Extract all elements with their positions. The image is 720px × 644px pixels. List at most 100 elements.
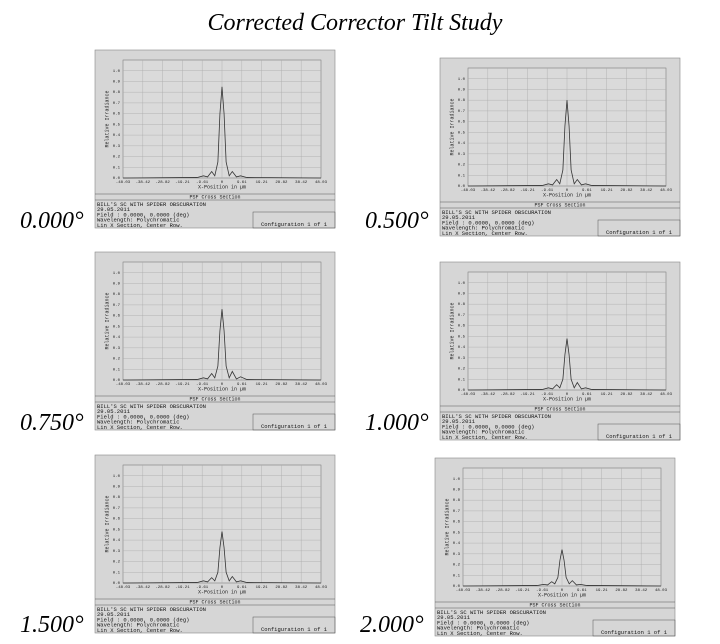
y-tick-label: 0.2 (453, 564, 461, 568)
x-tick-label: -9.61 (196, 383, 209, 387)
config-label: Configuration 1 of 1 (261, 423, 328, 430)
plot-title: PSF Cross Section (189, 396, 240, 402)
y-tick-label: 0.7 (458, 110, 466, 114)
x-axis-label: X-Position in µm (198, 589, 246, 595)
x-tick-label: 0 (566, 393, 569, 397)
y-tick-label: 0.2 (458, 368, 466, 372)
info-line: Lin X Section, Center Row. (97, 222, 183, 229)
y-tick-label: 0.7 (453, 510, 461, 514)
y-tick-label: 0.8 (458, 99, 466, 103)
psf-line (122, 531, 322, 584)
x-tick-label: 19.21 (256, 383, 269, 387)
info-line: Field : 0.0000, 0.0000 (deg) (437, 619, 529, 626)
y-tick-label: 0.4 (113, 134, 121, 138)
config-label: Configuration 1 of 1 (601, 629, 668, 636)
page-title: Corrected Corrector Tilt Study (208, 10, 503, 36)
y-tick-label: 0.1 (458, 174, 466, 178)
info-line: Lin X Section, Center Row. (97, 424, 183, 431)
x-tick-label: -38.42 (476, 589, 491, 593)
x-tick-label: 0 (566, 189, 569, 193)
info-line: Wavelength: Polychromatic (97, 622, 180, 629)
x-tick-label: -28.82 (500, 393, 515, 397)
info-line: 29.05.2011 (442, 214, 476, 221)
config-box (252, 413, 336, 431)
y-tick-label: 0.8 (113, 293, 121, 297)
psf-line (122, 309, 322, 381)
y-tick-label: 0.3 (453, 553, 461, 557)
y-tick-label: 0.7 (458, 314, 466, 318)
x-tick-label: 38.42 (295, 586, 308, 590)
x-tick-label: -28.82 (155, 586, 170, 590)
info-line: Field : 0.0000, 0.0000 (deg) (97, 211, 189, 218)
y-tick-label: 0.0 (113, 582, 121, 586)
x-axis-label: X-Position in µm (543, 396, 591, 402)
plot-title: PSF Cross Section (189, 599, 240, 605)
x-tick-label: 19.21 (256, 586, 269, 590)
y-tick-label: 0.4 (113, 539, 121, 543)
x-tick-label: 9.61 (237, 383, 247, 387)
x-tick-label: 38.42 (295, 383, 308, 387)
y-tick-label: 0.5 (113, 123, 121, 127)
x-tick-label: 28.82 (275, 181, 288, 185)
plot-title: PSF Cross Section (529, 602, 580, 608)
y-tick-label: 0.4 (458, 142, 466, 146)
x-tick-label: 48.03 (315, 586, 328, 590)
info-line: Field : 0.0000, 0.0000 (deg) (442, 423, 534, 430)
info-line: 29.05.2011 (97, 206, 131, 213)
x-tick-label: -19.21 (520, 393, 535, 397)
y-tick-label: 0.2 (458, 164, 466, 168)
y-tick-label: 0.5 (458, 335, 466, 339)
info-line: BILL'S SC WITH SPIDER OBSCURATION (97, 201, 206, 208)
x-tick-label: -38.42 (136, 383, 151, 387)
y-axis-label: Relative Irradiance (449, 98, 455, 155)
config-label: Configuration 1 of 1 (261, 626, 328, 633)
info-line: BILL'S SC WITH SPIDER OBSCURATION (442, 209, 551, 216)
y-tick-label: 0.5 (113, 528, 121, 532)
x-axis-label: X-Position in µm (198, 184, 246, 190)
y-tick-label: 0.3 (113, 347, 121, 351)
x-tick-label: 9.61 (237, 586, 247, 590)
info-line: Field : 0.0000, 0.0000 (deg) (442, 219, 534, 226)
info-line: Field : 0.0000, 0.0000 (deg) (97, 413, 189, 420)
x-tick-label: 28.82 (620, 189, 633, 193)
y-tick-label: 0.6 (458, 121, 466, 125)
x-tick-label: -38.42 (136, 181, 151, 185)
config-box (252, 211, 336, 229)
y-axis-label: Relative Irradiance (104, 292, 110, 349)
y-tick-label: 0.2 (113, 156, 121, 160)
x-tick-label: 48.03 (660, 189, 673, 193)
config-label: Configuration 1 of 1 (261, 221, 328, 228)
y-tick-label: 0.1 (113, 166, 121, 170)
x-tick-label: 38.42 (640, 189, 653, 193)
x-tick-label: 0 (561, 589, 564, 593)
y-axis-label: Relative Irradiance (444, 498, 450, 555)
psf-panel: -48.03 -38.42 -28.82 -19.21 -9.61 0 9.61 19.21 2… (94, 251, 336, 431)
y-tick-label: 0.1 (458, 378, 466, 382)
y-tick-label: 0.3 (458, 153, 466, 157)
psf-line (467, 100, 667, 187)
y-tick-label: 0.7 (113, 304, 121, 308)
x-tick-label: -9.61 (536, 589, 549, 593)
y-tick-label: 0.9 (458, 89, 466, 93)
y-tick-label: 0.1 (113, 571, 121, 575)
x-tick-label: -19.21 (520, 189, 535, 193)
x-tick-label: 9.61 (577, 589, 587, 593)
y-tick-label: 0.9 (113, 283, 121, 287)
y-tick-label: 0.8 (113, 91, 121, 95)
tilt-angle: 0.750° (20, 410, 84, 436)
x-tick-label: 0 (221, 181, 224, 185)
y-tick-label: 0.4 (453, 542, 461, 546)
x-tick-label: 19.21 (601, 393, 614, 397)
x-tick-label: -48.03 (116, 181, 131, 185)
info-line: Wavelength: Polychromatic (442, 225, 525, 232)
x-tick-label: 9.61 (582, 393, 592, 397)
x-tick-label: -9.61 (541, 189, 554, 193)
x-axis-label: X-Position in µm (198, 386, 246, 392)
tilt-angle: 0.000° (20, 208, 84, 234)
y-tick-label: 0.7 (113, 507, 121, 511)
y-tick-label: 0.4 (113, 336, 121, 340)
x-tick-label: 9.61 (582, 189, 592, 193)
info-line: Wavelength: Polychromatic (97, 217, 180, 224)
y-axis-label: Relative Irradiance (104, 495, 110, 552)
